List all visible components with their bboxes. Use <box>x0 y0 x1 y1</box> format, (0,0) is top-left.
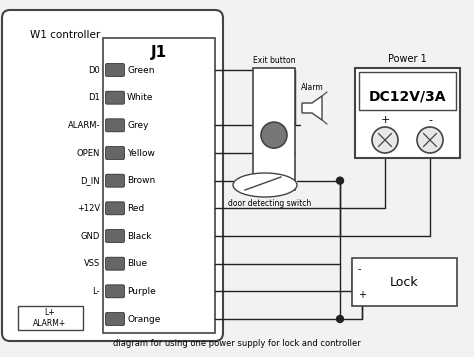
Ellipse shape <box>233 173 297 197</box>
Text: +12V: +12V <box>77 204 100 213</box>
Polygon shape <box>302 96 322 120</box>
FancyBboxPatch shape <box>106 257 125 270</box>
Text: D_IN: D_IN <box>81 176 100 185</box>
Text: J1: J1 <box>151 45 167 60</box>
Text: ALARM-: ALARM- <box>67 121 100 130</box>
Text: L-: L- <box>92 287 100 296</box>
FancyBboxPatch shape <box>103 38 215 333</box>
Circle shape <box>417 127 443 153</box>
Text: +: + <box>358 290 366 300</box>
Text: diagram for using one power supply for lock and controller: diagram for using one power supply for l… <box>113 339 361 348</box>
Circle shape <box>337 316 344 322</box>
Text: Blue: Blue <box>127 259 147 268</box>
FancyBboxPatch shape <box>106 146 125 160</box>
Circle shape <box>337 177 344 184</box>
Text: -: - <box>428 115 432 125</box>
Text: W1 controller: W1 controller <box>30 30 100 40</box>
Text: Yellow: Yellow <box>127 149 155 157</box>
Text: Purple: Purple <box>127 287 156 296</box>
Text: OPEN: OPEN <box>77 149 100 157</box>
Text: Black: Black <box>127 231 152 241</box>
Text: Lock: Lock <box>390 276 419 288</box>
Text: D1: D1 <box>88 93 100 102</box>
Text: Brown: Brown <box>127 176 155 185</box>
Text: Power 1: Power 1 <box>388 54 427 64</box>
Circle shape <box>372 127 398 153</box>
FancyBboxPatch shape <box>106 312 125 326</box>
Text: DC12V/3A: DC12V/3A <box>369 89 446 103</box>
FancyBboxPatch shape <box>106 230 125 242</box>
Text: D0: D0 <box>88 65 100 75</box>
Text: Exit button: Exit button <box>253 56 295 65</box>
Text: +: + <box>380 115 390 125</box>
FancyBboxPatch shape <box>106 202 125 215</box>
Text: Green: Green <box>127 65 155 75</box>
FancyBboxPatch shape <box>106 285 125 298</box>
FancyBboxPatch shape <box>106 119 125 132</box>
Text: VSS: VSS <box>84 259 100 268</box>
FancyBboxPatch shape <box>106 91 125 104</box>
Text: Alarm: Alarm <box>301 83 323 92</box>
FancyBboxPatch shape <box>352 258 457 306</box>
FancyBboxPatch shape <box>106 174 125 187</box>
FancyBboxPatch shape <box>106 64 125 76</box>
FancyBboxPatch shape <box>2 10 223 341</box>
Text: Orange: Orange <box>127 315 160 323</box>
FancyBboxPatch shape <box>359 72 456 110</box>
FancyBboxPatch shape <box>18 306 83 330</box>
Text: GND: GND <box>81 231 100 241</box>
FancyBboxPatch shape <box>355 68 460 158</box>
Text: Red: Red <box>127 204 144 213</box>
Text: Grey: Grey <box>127 121 148 130</box>
FancyBboxPatch shape <box>253 68 295 190</box>
Text: L+
ALARM+: L+ ALARM+ <box>33 308 67 328</box>
Text: -: - <box>358 264 362 274</box>
Circle shape <box>261 122 287 148</box>
Text: door detecting switch: door detecting switch <box>228 199 311 208</box>
Text: White: White <box>127 93 154 102</box>
